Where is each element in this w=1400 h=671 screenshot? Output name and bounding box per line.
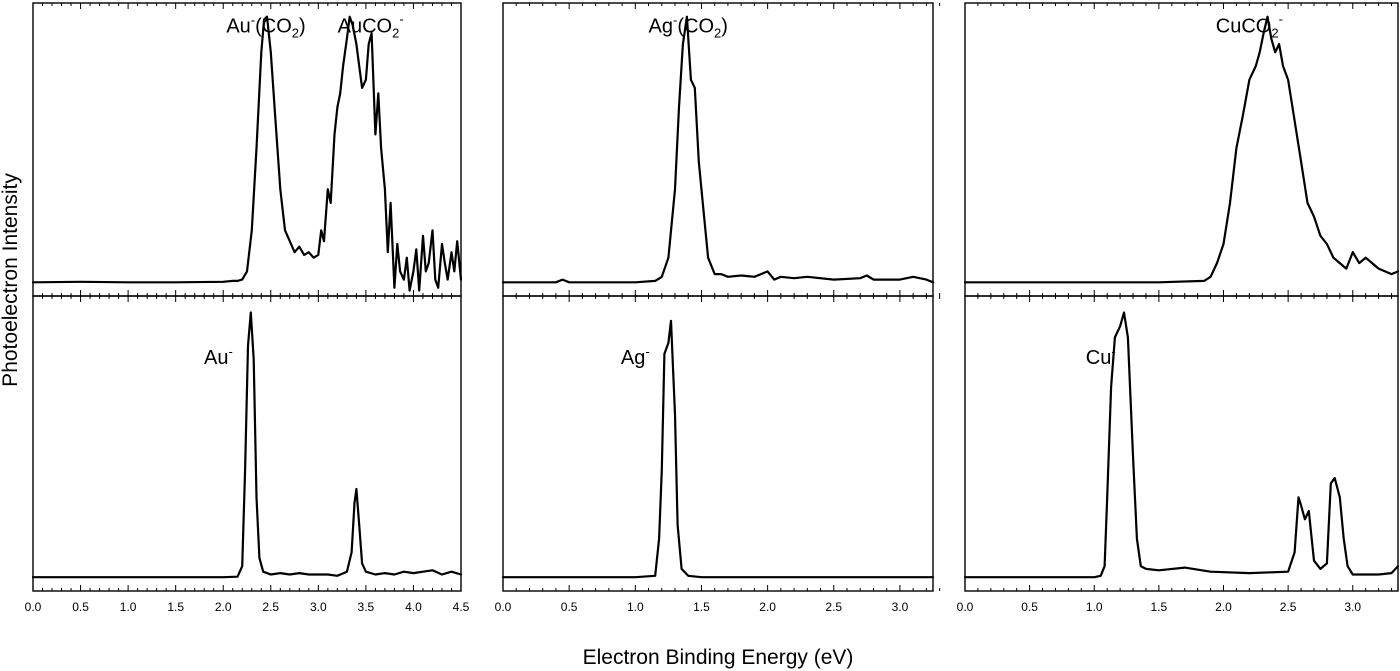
panel-2-bottom: Ag-	[501, 295, 941, 592]
species-label-close: )	[299, 15, 306, 37]
species-label: AuCO2-	[338, 11, 404, 40]
panel-1-bottom: Au-	[31, 295, 463, 592]
spectrum-line	[963, 15, 1400, 284]
species-label-subscript: 2	[292, 25, 299, 40]
species-label: Cu-	[1086, 344, 1116, 369]
species-label-base: Cu	[1086, 347, 1112, 369]
x-tick-label: 1.0	[1086, 600, 1103, 614]
x-tick-label: 1.0	[120, 600, 137, 614]
panel-3-bottom: Cu-	[963, 295, 1400, 592]
x-tick-label: 0.5	[72, 600, 89, 614]
x-tick-label: 2.5	[1280, 600, 1297, 614]
species-label-charge: -	[1279, 11, 1283, 26]
species-label-ligand: (CO	[677, 15, 714, 37]
species-label: Au-	[204, 344, 233, 369]
species-label-subscript: 2	[392, 25, 399, 40]
x-tick-label: 0.0	[495, 600, 512, 614]
x-tick-label: 2.0	[759, 600, 776, 614]
x-tick-label: 2.0	[1215, 600, 1232, 614]
spectrum-line	[963, 311, 1400, 579]
x-tick-label: 2.5	[825, 600, 842, 614]
species-label-ligand: (CO	[255, 15, 292, 37]
spectrum-line	[501, 15, 935, 284]
species-label-charge: -	[1111, 344, 1115, 359]
plot-frame	[964, 2, 1399, 297]
x-tick-label: 1.5	[1151, 600, 1168, 614]
species-label: Ag-(CO2)	[649, 12, 728, 40]
x-axis-label: Electron Binding Energy (eV)	[583, 646, 854, 669]
panel-3-top: CuCO2-	[963, 2, 1400, 297]
x-tick-label: 3.5	[358, 600, 375, 614]
plot-frame	[502, 2, 934, 297]
species-label-charge: -	[645, 344, 649, 359]
species-label-base: Au	[226, 15, 250, 37]
x-tick-label: 0.5	[1021, 600, 1038, 614]
column-1: Au-(CO2) AuCO2-Au-0.0 0.5 1.0 1.5 2.0 2.5 3.0 3.…	[25, 2, 470, 614]
x-tick-label: 4.0	[405, 600, 422, 614]
x-tick-label: 2.0	[215, 600, 232, 614]
species-label-charge: -	[251, 12, 255, 27]
plot-frame	[964, 295, 1399, 592]
panel-1-top: Au-(CO2) AuCO2-	[31, 2, 463, 297]
x-tick-label: 0.5	[561, 600, 578, 614]
species-label-charge: -	[673, 12, 677, 27]
spectrum-line	[31, 311, 463, 579]
plot-frame	[32, 295, 462, 592]
species-label: Ag-	[621, 344, 650, 369]
spectrum-line	[31, 15, 463, 292]
x-tick-label: 0.0	[957, 600, 974, 614]
x-tick-label: 1.5	[167, 600, 184, 614]
x-tick-label: 4.5	[453, 600, 470, 614]
x-tick-label: 3.0	[310, 600, 327, 614]
species-label-subscript: 2	[714, 25, 721, 40]
species-label-base: Au	[204, 347, 228, 369]
spectrum-line	[501, 319, 935, 579]
column-2: Ag-(CO2)Ag-0.0 0.5 1.0 1.5 2.0 2.5 3.0	[495, 2, 941, 614]
species-label-charge: -	[229, 344, 233, 359]
column-3: CuCO2-Cu-0.0 0.5 1.0 1.5 2.0 2.5 3.0	[957, 2, 1400, 614]
panel-2-top: Ag-(CO2)	[501, 2, 941, 297]
species-label-base: AuCO	[338, 15, 392, 37]
x-tick-label: 1.5	[693, 600, 710, 614]
species-label: Au-(CO2)	[226, 12, 305, 40]
x-tick-label: 3.0	[892, 600, 909, 614]
plot-frame	[502, 295, 934, 592]
x-tick-label: 2.5	[262, 600, 279, 614]
species-label-base: CuCO	[1216, 15, 1272, 37]
species-label-subscript: 2	[1271, 25, 1278, 40]
x-tick-label: 1.0	[627, 600, 644, 614]
spectra-panels: Au-(CO2) AuCO2-Au-0.0 0.5 1.0 1.5 2.0 2.5 3.0 3.…	[25, 2, 1400, 614]
species-label-charge: -	[399, 11, 403, 26]
x-tick-label: 0.0	[25, 600, 42, 614]
y-axis-label: Photoelectron Intensity	[0, 173, 22, 387]
x-tick-label: 3.0	[1344, 600, 1361, 614]
species-label-base: Ag	[649, 15, 673, 37]
species-label-close: )	[721, 15, 728, 37]
species-label: CuCO2-	[1216, 11, 1283, 40]
species-label-base: Ag	[621, 347, 645, 369]
